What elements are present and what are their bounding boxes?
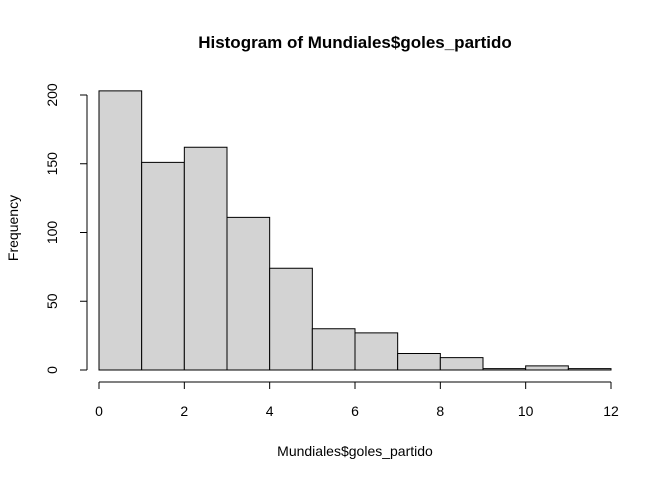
chart-title: Histogram of Mundiales$goles_partido: [198, 33, 512, 52]
histogram-bar-10: [525, 365, 569, 371]
histogram-bar-5: [311, 328, 356, 371]
histogram-bar-7: [397, 353, 441, 371]
x-tick-label-6: 12: [603, 403, 619, 419]
y-axis: 0 50 100 150 200: [44, 83, 88, 374]
histogram-bar-9: [482, 368, 527, 371]
histogram-bar-4: [269, 267, 313, 371]
histogram-bar-1: [141, 161, 185, 371]
x-tick-label-3: 6: [351, 403, 359, 419]
y-tick-label-4: 200: [44, 83, 60, 107]
x-tick-label-1: 2: [180, 403, 188, 419]
x-tick-label-4: 8: [436, 403, 444, 419]
histogram-bar-6: [354, 332, 399, 371]
x-axis-label: Mundiales$goles_partido: [277, 443, 433, 459]
x-tick-label-2: 4: [266, 403, 274, 419]
y-axis-label: Frequency: [5, 195, 21, 261]
histogram-bar-8: [439, 357, 484, 371]
histogram-bar-2: [183, 146, 228, 371]
histogram-bar-3: [226, 216, 271, 371]
x-axis: 0 2 4 6 8 10 12: [95, 381, 619, 419]
histogram-bar-11: [567, 368, 612, 371]
y-tick-label-1: 50: [44, 293, 60, 309]
histogram-bar-0: [98, 90, 143, 371]
x-tick-label-5: 10: [518, 403, 534, 419]
bars-group: [98, 90, 612, 371]
y-tick-label-0: 0: [44, 366, 60, 374]
x-tick-label-0: 0: [95, 403, 103, 419]
y-tick-label-2: 100: [44, 221, 60, 245]
y-tick-label-3: 150: [44, 152, 60, 176]
